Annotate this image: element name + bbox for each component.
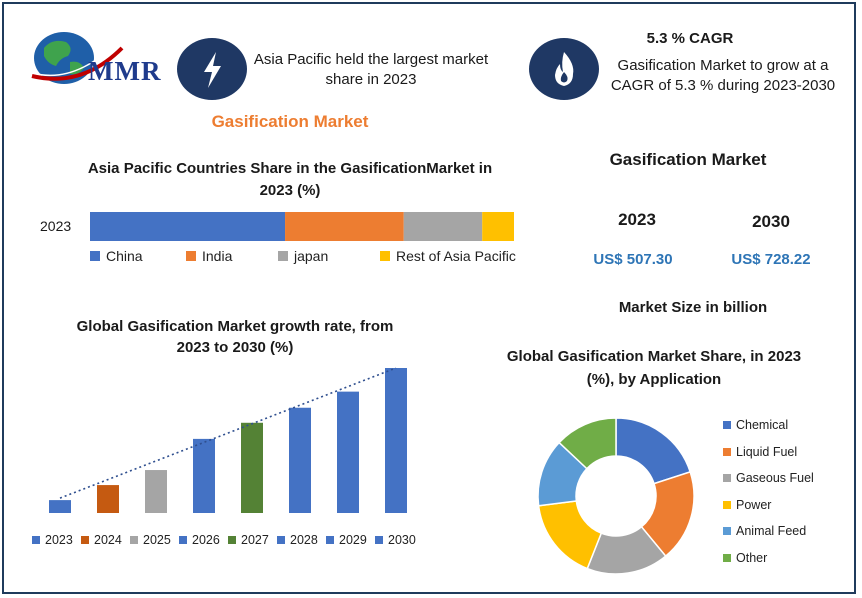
legend-label: China <box>106 248 143 264</box>
flame-icon <box>555 52 574 86</box>
growth-legend-item: 2026 <box>179 533 220 547</box>
legend-swatch <box>380 251 390 261</box>
legend-label: Animal Feed <box>736 524 807 539</box>
doughnut-legend-item: Other <box>723 551 767 565</box>
legend-swatch <box>90 251 100 261</box>
stacked-legend-item: India <box>186 248 232 264</box>
growth-chart-title: Global Gasification Market growth rate, … <box>76 318 394 356</box>
doughnut-slice-chemical <box>615 417 692 485</box>
legend-swatch <box>179 536 187 544</box>
legend-label: 2028 <box>290 533 318 547</box>
legend-label: 2024 <box>94 533 122 547</box>
growth-bar-2030 <box>385 368 407 513</box>
legend-label: 2025 <box>143 533 171 547</box>
growth-bar-2029 <box>337 391 359 513</box>
stacked-legend-item: Rest of Asia Pacific <box>380 248 516 264</box>
legend-label: japan <box>294 248 329 264</box>
growth-legend-item: 2028 <box>277 533 318 547</box>
legend-label: 2023 <box>45 533 73 547</box>
legend-swatch <box>723 447 731 456</box>
lightning-icon <box>204 52 221 88</box>
legend-label: Gaseous Fuel <box>736 471 814 486</box>
stacked-segment-china <box>90 212 286 241</box>
market-size-caption: Market Size in billion <box>618 299 768 316</box>
growth-bar-2027 <box>241 422 263 513</box>
legend-swatch <box>228 536 236 544</box>
globe-icon <box>29 32 124 84</box>
legend-swatch <box>277 536 285 544</box>
legend-label: 2026 <box>192 533 220 547</box>
largest-share-text: Asia Pacific held the largest market sha… <box>253 51 489 88</box>
legend-swatch <box>723 474 731 483</box>
legend-swatch <box>32 536 40 544</box>
cagr-text: Gasification Market to grow at a CAGR of… <box>610 57 836 94</box>
stacked-legend-item: japan <box>278 248 328 264</box>
legend-label: 2027 <box>241 533 269 547</box>
legend-label: 2030 <box>388 533 416 547</box>
stacked-segment-india <box>285 212 404 241</box>
doughnut-legend-item: Power <box>723 498 771 512</box>
doughnut-legend-item: Gaseous Fuel <box>723 471 814 485</box>
legend-swatch <box>723 527 731 536</box>
legend-label: Liquid Fuel <box>736 444 798 459</box>
market-year-2023: 2023 <box>618 210 656 229</box>
growth-bar-2028 <box>289 407 311 513</box>
market-value-2030: US$ 728.22 <box>731 251 811 268</box>
stacked-segment-rest-of-asia-pacific <box>482 212 514 241</box>
doughnut-slice-other <box>558 417 617 470</box>
growth-legend-item: 2027 <box>228 533 269 547</box>
doughnut-legend-item: Chemical <box>723 418 788 432</box>
growth-legend-item: 2029 <box>326 533 367 547</box>
legend-label: Rest of Asia Pacific <box>396 248 516 264</box>
doughnut-legend-item: Liquid Fuel <box>723 445 797 459</box>
legend-label: Other <box>736 551 768 565</box>
cagr-title: 5.3 % CAGR <box>646 30 734 47</box>
logo-text: MMR <box>88 56 162 86</box>
legend-swatch <box>278 251 288 261</box>
growth-bar-2023 <box>49 500 71 513</box>
legend-swatch <box>723 500 731 509</box>
growth-bar-2025 <box>145 470 167 513</box>
market-value-2023: US$ 507.30 <box>593 251 673 268</box>
growth-legend-item: 2023 <box>32 533 73 547</box>
stacked-legend-item: China <box>90 248 143 264</box>
stacked-segment-japan <box>403 212 483 241</box>
market-size-title: Gasification Market <box>609 150 767 169</box>
doughnut-legend-item: Animal Feed <box>723 524 806 538</box>
stacked-bar-chart <box>90 212 514 241</box>
doughnut-chart-title: Global Gasification Market Share, in 202… <box>506 348 802 388</box>
growth-legend-item: 2024 <box>81 533 122 547</box>
legend-label: India <box>202 248 233 264</box>
market-year-2030: 2030 <box>752 212 790 231</box>
legend-swatch <box>186 251 196 261</box>
legend-swatch <box>130 536 138 544</box>
legend-swatch <box>375 536 383 544</box>
doughnut-slice-power <box>537 500 603 570</box>
flame-badge <box>529 38 599 100</box>
stacked-chart-title: Asia Pacific Countries Share in the Gasi… <box>87 160 493 199</box>
legend-label: Power <box>736 497 772 512</box>
growth-bar-2026 <box>193 438 215 513</box>
growth-legend-item: 2025 <box>130 533 171 547</box>
legend-swatch <box>723 554 731 562</box>
legend-swatch <box>326 536 334 544</box>
market-title: Gasification Market <box>211 112 369 131</box>
growth-trendline <box>59 367 397 499</box>
mmr-logo: MMR <box>22 28 167 88</box>
legend-swatch <box>723 421 731 429</box>
growth-legend-item: 2030 <box>375 533 416 547</box>
legend-swatch <box>81 536 89 544</box>
application-doughnut-chart <box>537 417 695 575</box>
growth-bar-chart <box>49 367 407 513</box>
legend-label: 2029 <box>339 533 367 547</box>
growth-bar-2024 <box>97 485 119 513</box>
lightning-badge <box>177 38 247 100</box>
legend-label: Chemical <box>736 418 789 432</box>
stacked-category-label: 2023 <box>40 218 72 234</box>
